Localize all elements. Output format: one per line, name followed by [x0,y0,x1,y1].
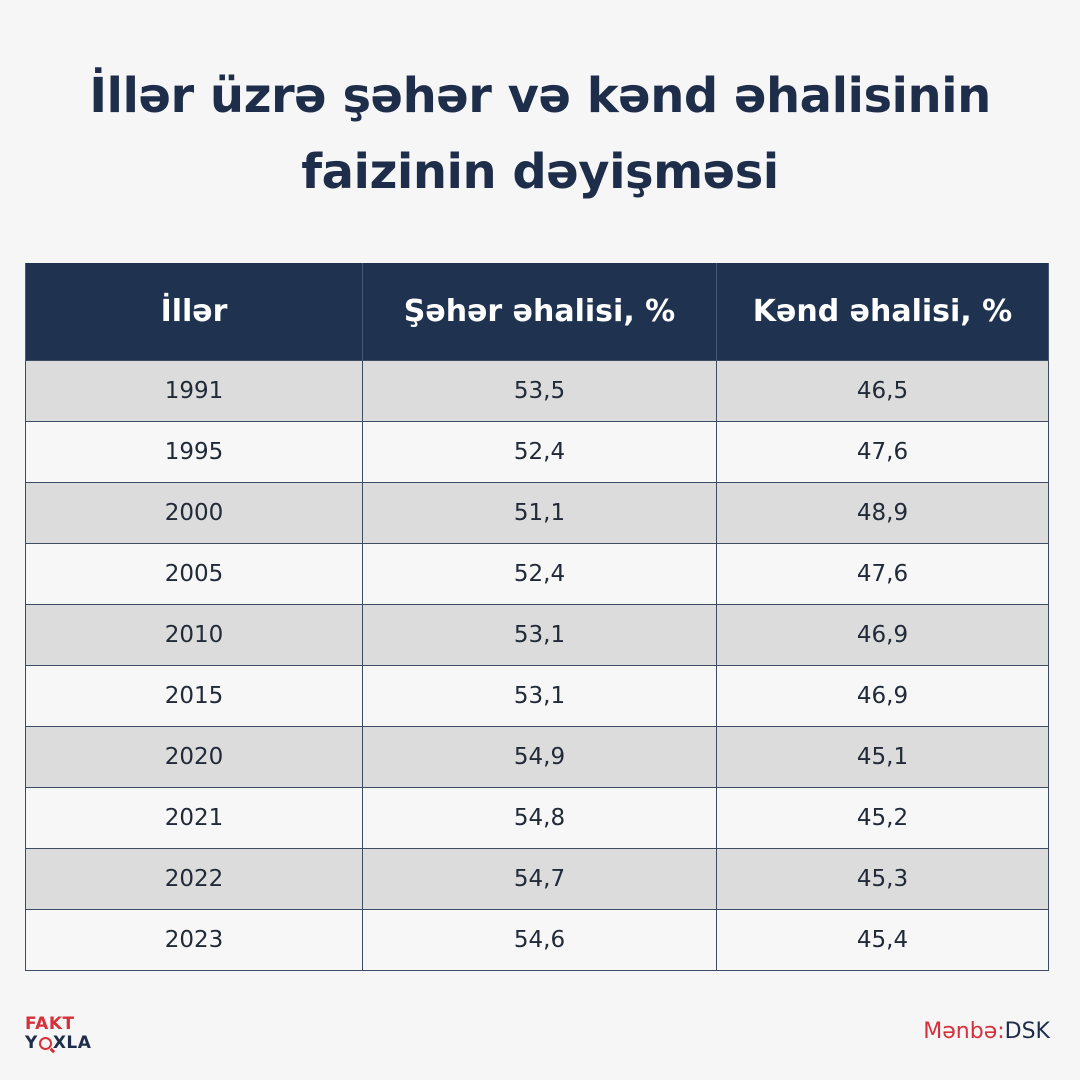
table-row: 2010 53,1 46,9 [25,604,1049,666]
cell-year: 1995 [25,421,363,483]
population-table: İllər Şəhər əhalisi, % Kənd əhalisi, % 1… [25,263,1049,971]
logo-line-2-start: Y [25,1033,38,1053]
cell-rural: 45,1 [716,726,1049,788]
fakt-yoxla-logo: FAKT Y XLA [25,1016,91,1052]
cell-urban: 53,5 [362,360,717,422]
cell-urban: 54,7 [362,848,717,910]
column-header-urban: Şəhər əhalisi, % [362,263,717,361]
cell-urban: 53,1 [362,604,717,666]
source-label: Mənbə: [923,1019,1005,1044]
cell-urban: 54,9 [362,726,717,788]
cell-year: 1991 [25,360,363,422]
source-value: DSK [1004,1019,1050,1044]
cell-urban: 54,6 [362,909,717,971]
cell-year: 2021 [25,787,363,849]
cell-urban: 52,4 [362,543,717,605]
column-header-years: İllər [25,263,363,361]
cell-urban: 54,8 [362,787,717,849]
table-row: 1991 53,5 46,5 [25,360,1049,422]
table-row: 2000 51,1 48,9 [25,482,1049,544]
table-row: 2005 52,4 47,6 [25,543,1049,605]
table-row: 2023 54,6 45,4 [25,909,1049,971]
logo-line-2: Y XLA [25,1035,91,1052]
cell-rural: 45,4 [716,909,1049,971]
cell-urban: 53,1 [362,665,717,727]
cell-rural: 48,9 [716,482,1049,544]
cell-rural: 45,3 [716,848,1049,910]
table-row: 2021 54,8 45,2 [25,787,1049,849]
cell-urban: 51,1 [362,482,717,544]
cell-rural: 46,5 [716,360,1049,422]
cell-year: 2022 [25,848,363,910]
cell-rural: 46,9 [716,604,1049,666]
cell-rural: 47,6 [716,421,1049,483]
cell-year: 2023 [25,909,363,971]
logo-line-2-end: XLA [52,1033,92,1053]
cell-year: 2000 [25,482,363,544]
source-note: Mənbə:DSK [923,1019,1050,1044]
table-row: 1995 52,4 47,6 [25,421,1049,483]
table-row: 2022 54,7 45,3 [25,848,1049,910]
cell-year: 2005 [25,543,363,605]
page-title-line-1: İllər üzrə şəhər və kənd əhalisinin [89,68,991,124]
page-title: İllər üzrə şəhər və kənd əhalisinin faiz… [40,58,1040,210]
column-header-rural: Kənd əhalisi, % [716,263,1049,361]
table-header-row: İllər Şəhər əhalisi, % Kənd əhalisi, % [25,263,1049,361]
cell-urban: 52,4 [362,421,717,483]
cell-rural: 46,9 [716,665,1049,727]
logo-line-1: FAKT [25,1014,75,1034]
page-title-line-2: faizinin dəyişməsi [301,144,779,200]
cell-year: 2015 [25,665,363,727]
cell-rural: 45,2 [716,787,1049,849]
cell-rural: 47,6 [716,543,1049,605]
cell-year: 2020 [25,726,363,788]
table-row: 2020 54,9 45,1 [25,726,1049,788]
magnifier-icon [38,1037,52,1050]
cell-year: 2010 [25,604,363,666]
table-row: 2015 53,1 46,9 [25,665,1049,727]
